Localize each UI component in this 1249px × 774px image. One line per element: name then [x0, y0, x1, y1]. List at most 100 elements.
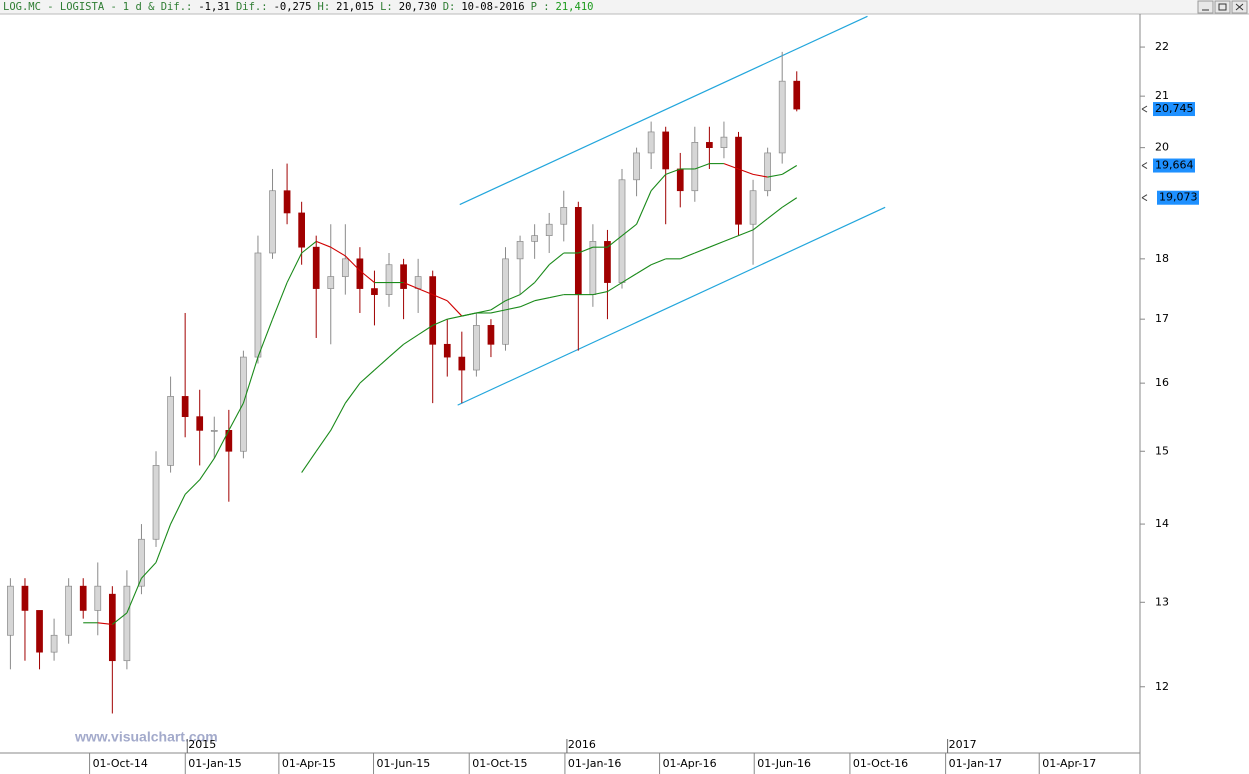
moving-average	[257, 318, 274, 358]
moving-average	[286, 252, 303, 283]
price-arrow	[1141, 162, 1148, 169]
candle-body	[152, 465, 160, 540]
moving-average	[242, 356, 259, 404]
candle-body	[589, 241, 597, 295]
moving-average	[330, 246, 346, 257]
channel-line	[459, 15, 868, 206]
header-item: H:	[318, 1, 331, 13]
moving-average	[694, 246, 710, 254]
candle-body	[341, 258, 349, 277]
candle-body	[516, 241, 524, 260]
candle-body	[720, 136, 728, 148]
moving-average	[578, 246, 594, 254]
moving-average	[650, 258, 666, 266]
candle-body	[356, 258, 364, 289]
candle-body	[531, 235, 538, 242]
year-tick-label: 2015	[188, 738, 216, 751]
moving-average	[592, 291, 608, 296]
price-label: 20,745	[1155, 102, 1194, 115]
minimize-button[interactable]	[1197, 0, 1214, 14]
moving-average	[505, 294, 521, 302]
moving-average	[767, 173, 783, 178]
x-tick-label: 01-Apr-17	[1042, 757, 1096, 770]
candle-body	[94, 585, 102, 611]
y-tick-label: 12	[1155, 680, 1169, 693]
moving-average	[723, 235, 739, 242]
moving-average	[781, 197, 798, 208]
candle-body	[36, 610, 43, 653]
candle-body	[283, 190, 291, 214]
candle-body	[473, 325, 480, 371]
moving-average	[199, 458, 215, 481]
moving-average	[155, 523, 172, 563]
x-tick-label: 01-Jun-16	[757, 757, 811, 770]
header-item: 20,730	[399, 1, 437, 13]
moving-average	[519, 282, 535, 296]
moving-average	[650, 174, 667, 192]
moving-average	[170, 494, 186, 525]
candle-body	[108, 593, 116, 662]
moving-average	[694, 163, 710, 170]
moving-average	[607, 235, 623, 248]
moving-average	[781, 165, 798, 175]
moving-average	[315, 430, 332, 452]
candle-body	[312, 246, 320, 289]
price-label-box	[1153, 102, 1195, 117]
candle-body	[749, 190, 757, 225]
y-tick-label: 22	[1155, 40, 1169, 53]
candle-body	[443, 343, 451, 358]
channel-line	[457, 206, 886, 406]
candle-body	[385, 264, 393, 295]
moving-average	[752, 173, 768, 178]
moving-average	[126, 577, 142, 614]
close-icon	[1235, 3, 1244, 11]
moving-average	[359, 369, 375, 384]
candle-body	[327, 276, 335, 289]
x-tick-label: 01-Jun-15	[377, 757, 431, 770]
x-tick-label: 01-Oct-15	[472, 757, 527, 770]
candle-body	[7, 585, 14, 636]
moving-average	[228, 402, 244, 431]
candle-body	[371, 288, 378, 295]
header-item: -1,31	[198, 1, 230, 13]
header-item: 21,015	[336, 1, 374, 13]
candle-body	[181, 396, 189, 418]
y-tick-label: 13	[1155, 595, 1169, 608]
header-item: Dif.:	[236, 1, 268, 13]
moving-average	[213, 430, 230, 459]
moving-average	[344, 382, 361, 404]
candle-body	[676, 168, 684, 192]
y-tick-label: 18	[1155, 252, 1169, 265]
price-label-box	[1157, 190, 1199, 205]
moving-average	[490, 309, 506, 314]
candle-body	[429, 276, 437, 345]
candle-body	[502, 258, 509, 345]
price-arrow	[1141, 194, 1148, 202]
candle-body	[618, 179, 626, 283]
candle-body	[50, 634, 58, 653]
candle-body	[764, 152, 771, 192]
header-item: -0,275	[274, 1, 312, 13]
price-arrow	[1141, 105, 1148, 113]
moving-average	[534, 297, 550, 302]
y-tick-label: 20	[1155, 141, 1169, 154]
candle-body	[458, 356, 466, 371]
header-item: LOG.MC - LOGISTA -	[3, 1, 117, 13]
moving-average	[446, 300, 463, 317]
moving-average	[417, 324, 433, 336]
y-tick-label: 17	[1155, 312, 1169, 325]
x-tick-label: 01-Jan-17	[949, 757, 1003, 770]
moving-average	[417, 288, 433, 296]
moving-average	[388, 343, 404, 358]
candle-body	[560, 206, 568, 225]
moving-average	[621, 273, 637, 284]
moving-average	[403, 334, 419, 345]
moving-average	[316, 240, 331, 248]
year-tick-label: 2017	[949, 738, 977, 751]
moving-average	[447, 315, 462, 320]
moving-average	[723, 163, 739, 170]
candle-body	[778, 80, 786, 154]
maximize-button[interactable]	[1214, 0, 1231, 14]
window-buttons[interactable]	[1197, 0, 1248, 14]
header-item: L:	[380, 1, 393, 13]
